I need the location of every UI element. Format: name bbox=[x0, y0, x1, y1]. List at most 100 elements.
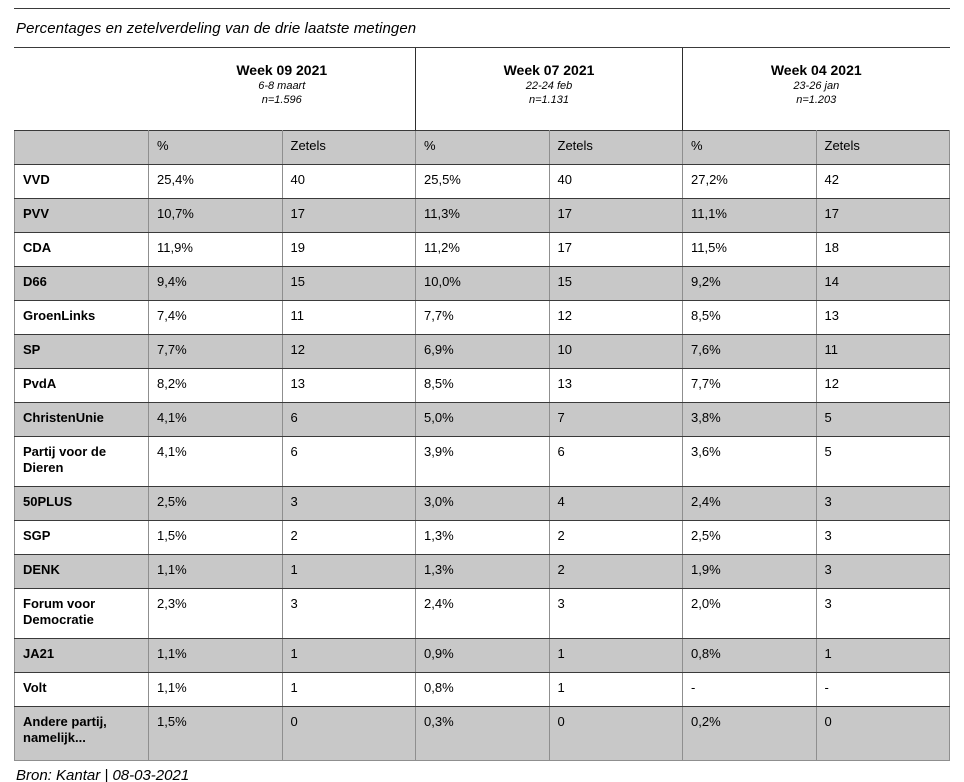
party-name-cell: D66 bbox=[14, 265, 149, 301]
value-cell: 2,0% bbox=[682, 587, 817, 639]
table-row: Volt 1,1% 1 0,8% 1 - - bbox=[14, 671, 950, 707]
party-column-header bbox=[14, 129, 149, 165]
value-cell: 10,0% bbox=[415, 265, 550, 301]
party-name-cell: CDA bbox=[14, 231, 149, 267]
source-attribution: Bron: Kantar | 08-03-2021 bbox=[16, 766, 190, 782]
value-cell: 1,5% bbox=[148, 705, 283, 761]
value-cell: 7,7% bbox=[682, 367, 817, 403]
table-row: GroenLinks 7,4% 11 7,7% 12 8,5% 13 bbox=[14, 299, 950, 335]
table-row: Partij voor de Dieren 4,1% 6 3,9% 6 3,6%… bbox=[14, 435, 950, 487]
value-cell: 27,2% bbox=[682, 163, 817, 199]
value-cell: 1,9% bbox=[682, 553, 817, 589]
party-name-cell: Partij voor de Dieren bbox=[14, 435, 149, 487]
value-cell: 3 bbox=[815, 519, 950, 555]
corner-cell bbox=[15, 48, 149, 130]
week-sample-size: n=1.596 bbox=[261, 94, 302, 106]
value-cell: 1 bbox=[281, 553, 416, 589]
value-cell: 18 bbox=[815, 231, 950, 267]
party-name-cell: Forum voor Democratie bbox=[14, 587, 149, 639]
week-dates: 23-26 jan bbox=[793, 80, 840, 92]
week-title: Week 07 2021 bbox=[503, 62, 595, 78]
value-cell: 3 bbox=[815, 587, 950, 639]
value-cell: 6 bbox=[281, 401, 416, 437]
percent-column-header: % bbox=[682, 129, 817, 165]
table-row: Forum voor Democratie 2,3% 3 2,4% 3 2,0%… bbox=[14, 587, 950, 639]
value-cell: 2 bbox=[548, 553, 683, 589]
value-cell: 2 bbox=[548, 519, 683, 555]
value-cell: 15 bbox=[281, 265, 416, 301]
value-cell: 0,2% bbox=[682, 705, 817, 761]
value-cell: - bbox=[682, 671, 817, 707]
value-cell: 12 bbox=[815, 367, 950, 403]
table-row: VVD 25,4% 40 25,5% 40 27,2% 42 bbox=[14, 163, 950, 199]
week-sample-size: n=1.131 bbox=[528, 94, 570, 106]
value-cell: 0,9% bbox=[415, 637, 550, 673]
value-cell: 5 bbox=[815, 435, 950, 487]
value-cell: 1,5% bbox=[148, 519, 283, 555]
value-cell: 40 bbox=[548, 163, 683, 199]
value-cell: 3 bbox=[281, 485, 416, 521]
value-cell: 12 bbox=[548, 299, 683, 335]
value-cell: 2,5% bbox=[682, 519, 817, 555]
value-cell: 3 bbox=[281, 587, 416, 639]
value-cell: 13 bbox=[548, 367, 683, 403]
value-cell: 1 bbox=[548, 637, 683, 673]
party-name-cell: ChristenUnie bbox=[14, 401, 149, 437]
value-cell: 0 bbox=[548, 705, 683, 761]
percent-column-header: % bbox=[148, 129, 283, 165]
value-cell: 17 bbox=[815, 197, 950, 233]
value-cell: 40 bbox=[281, 163, 416, 199]
value-cell: 0 bbox=[281, 705, 416, 761]
party-name-cell: VVD bbox=[14, 163, 149, 199]
party-name-cell: 50PLUS bbox=[14, 485, 149, 521]
value-cell: 1,3% bbox=[415, 519, 550, 555]
value-cell: 10 bbox=[548, 333, 683, 369]
value-cell: 17 bbox=[548, 197, 683, 233]
value-cell: 0,3% bbox=[415, 705, 550, 761]
value-cell: 42 bbox=[815, 163, 950, 199]
value-cell: 2,4% bbox=[682, 485, 817, 521]
table-row: 50PLUS 2,5% 3 3,0% 4 2,4% 3 bbox=[14, 485, 950, 521]
week-header-week04: Week 04 2021 23-26 jan n=1.203 bbox=[682, 48, 950, 130]
value-cell: 17 bbox=[281, 197, 416, 233]
title-top-rule bbox=[14, 8, 950, 9]
value-cell: 3 bbox=[815, 553, 950, 589]
value-cell: 3,9% bbox=[415, 435, 550, 487]
party-name-cell: Andere partij, namelijk... bbox=[14, 705, 149, 761]
value-cell: 2,5% bbox=[148, 485, 283, 521]
value-cell: 2 bbox=[281, 519, 416, 555]
value-cell: 4,1% bbox=[148, 401, 283, 437]
seats-column-header: Zetels bbox=[548, 129, 683, 165]
value-cell: 1 bbox=[815, 637, 950, 673]
value-cell: 14 bbox=[815, 265, 950, 301]
table-row: SGP 1,5% 2 1,3% 2 2,5% 3 bbox=[14, 519, 950, 555]
table-row: D66 9,4% 15 10,0% 15 9,2% 14 bbox=[14, 265, 950, 301]
value-cell: 7,4% bbox=[148, 299, 283, 335]
week-title: Week 04 2021 bbox=[770, 62, 862, 78]
value-cell: - bbox=[815, 671, 950, 707]
value-cell: 7,7% bbox=[148, 333, 283, 369]
party-name-cell: Volt bbox=[14, 671, 149, 707]
value-cell: 3,0% bbox=[415, 485, 550, 521]
value-cell: 3 bbox=[548, 587, 683, 639]
week-header-week09: Week 09 2021 6-8 maart n=1.596 bbox=[149, 48, 416, 130]
value-cell: 1,1% bbox=[148, 671, 283, 707]
percent-column-header: % bbox=[415, 129, 550, 165]
value-cell: 11,9% bbox=[148, 231, 283, 267]
table-row: DENK 1,1% 1 1,3% 2 1,9% 3 bbox=[14, 553, 950, 589]
value-cell: 1,3% bbox=[415, 553, 550, 589]
value-cell: 1,1% bbox=[148, 553, 283, 589]
value-cell: 6 bbox=[548, 435, 683, 487]
value-cell: 11 bbox=[815, 333, 950, 369]
value-cell: 1 bbox=[281, 637, 416, 673]
party-name-cell: GroenLinks bbox=[14, 299, 149, 335]
seats-column-header: Zetels bbox=[815, 129, 950, 165]
table-row: PvdA 8,2% 13 8,5% 13 7,7% 12 bbox=[14, 367, 950, 403]
value-cell: 3,8% bbox=[682, 401, 817, 437]
party-name-cell: PVV bbox=[14, 197, 149, 233]
value-cell: 6 bbox=[281, 435, 416, 487]
value-cell: 7,6% bbox=[682, 333, 817, 369]
value-cell: 19 bbox=[281, 231, 416, 267]
value-cell: 7,7% bbox=[415, 299, 550, 335]
